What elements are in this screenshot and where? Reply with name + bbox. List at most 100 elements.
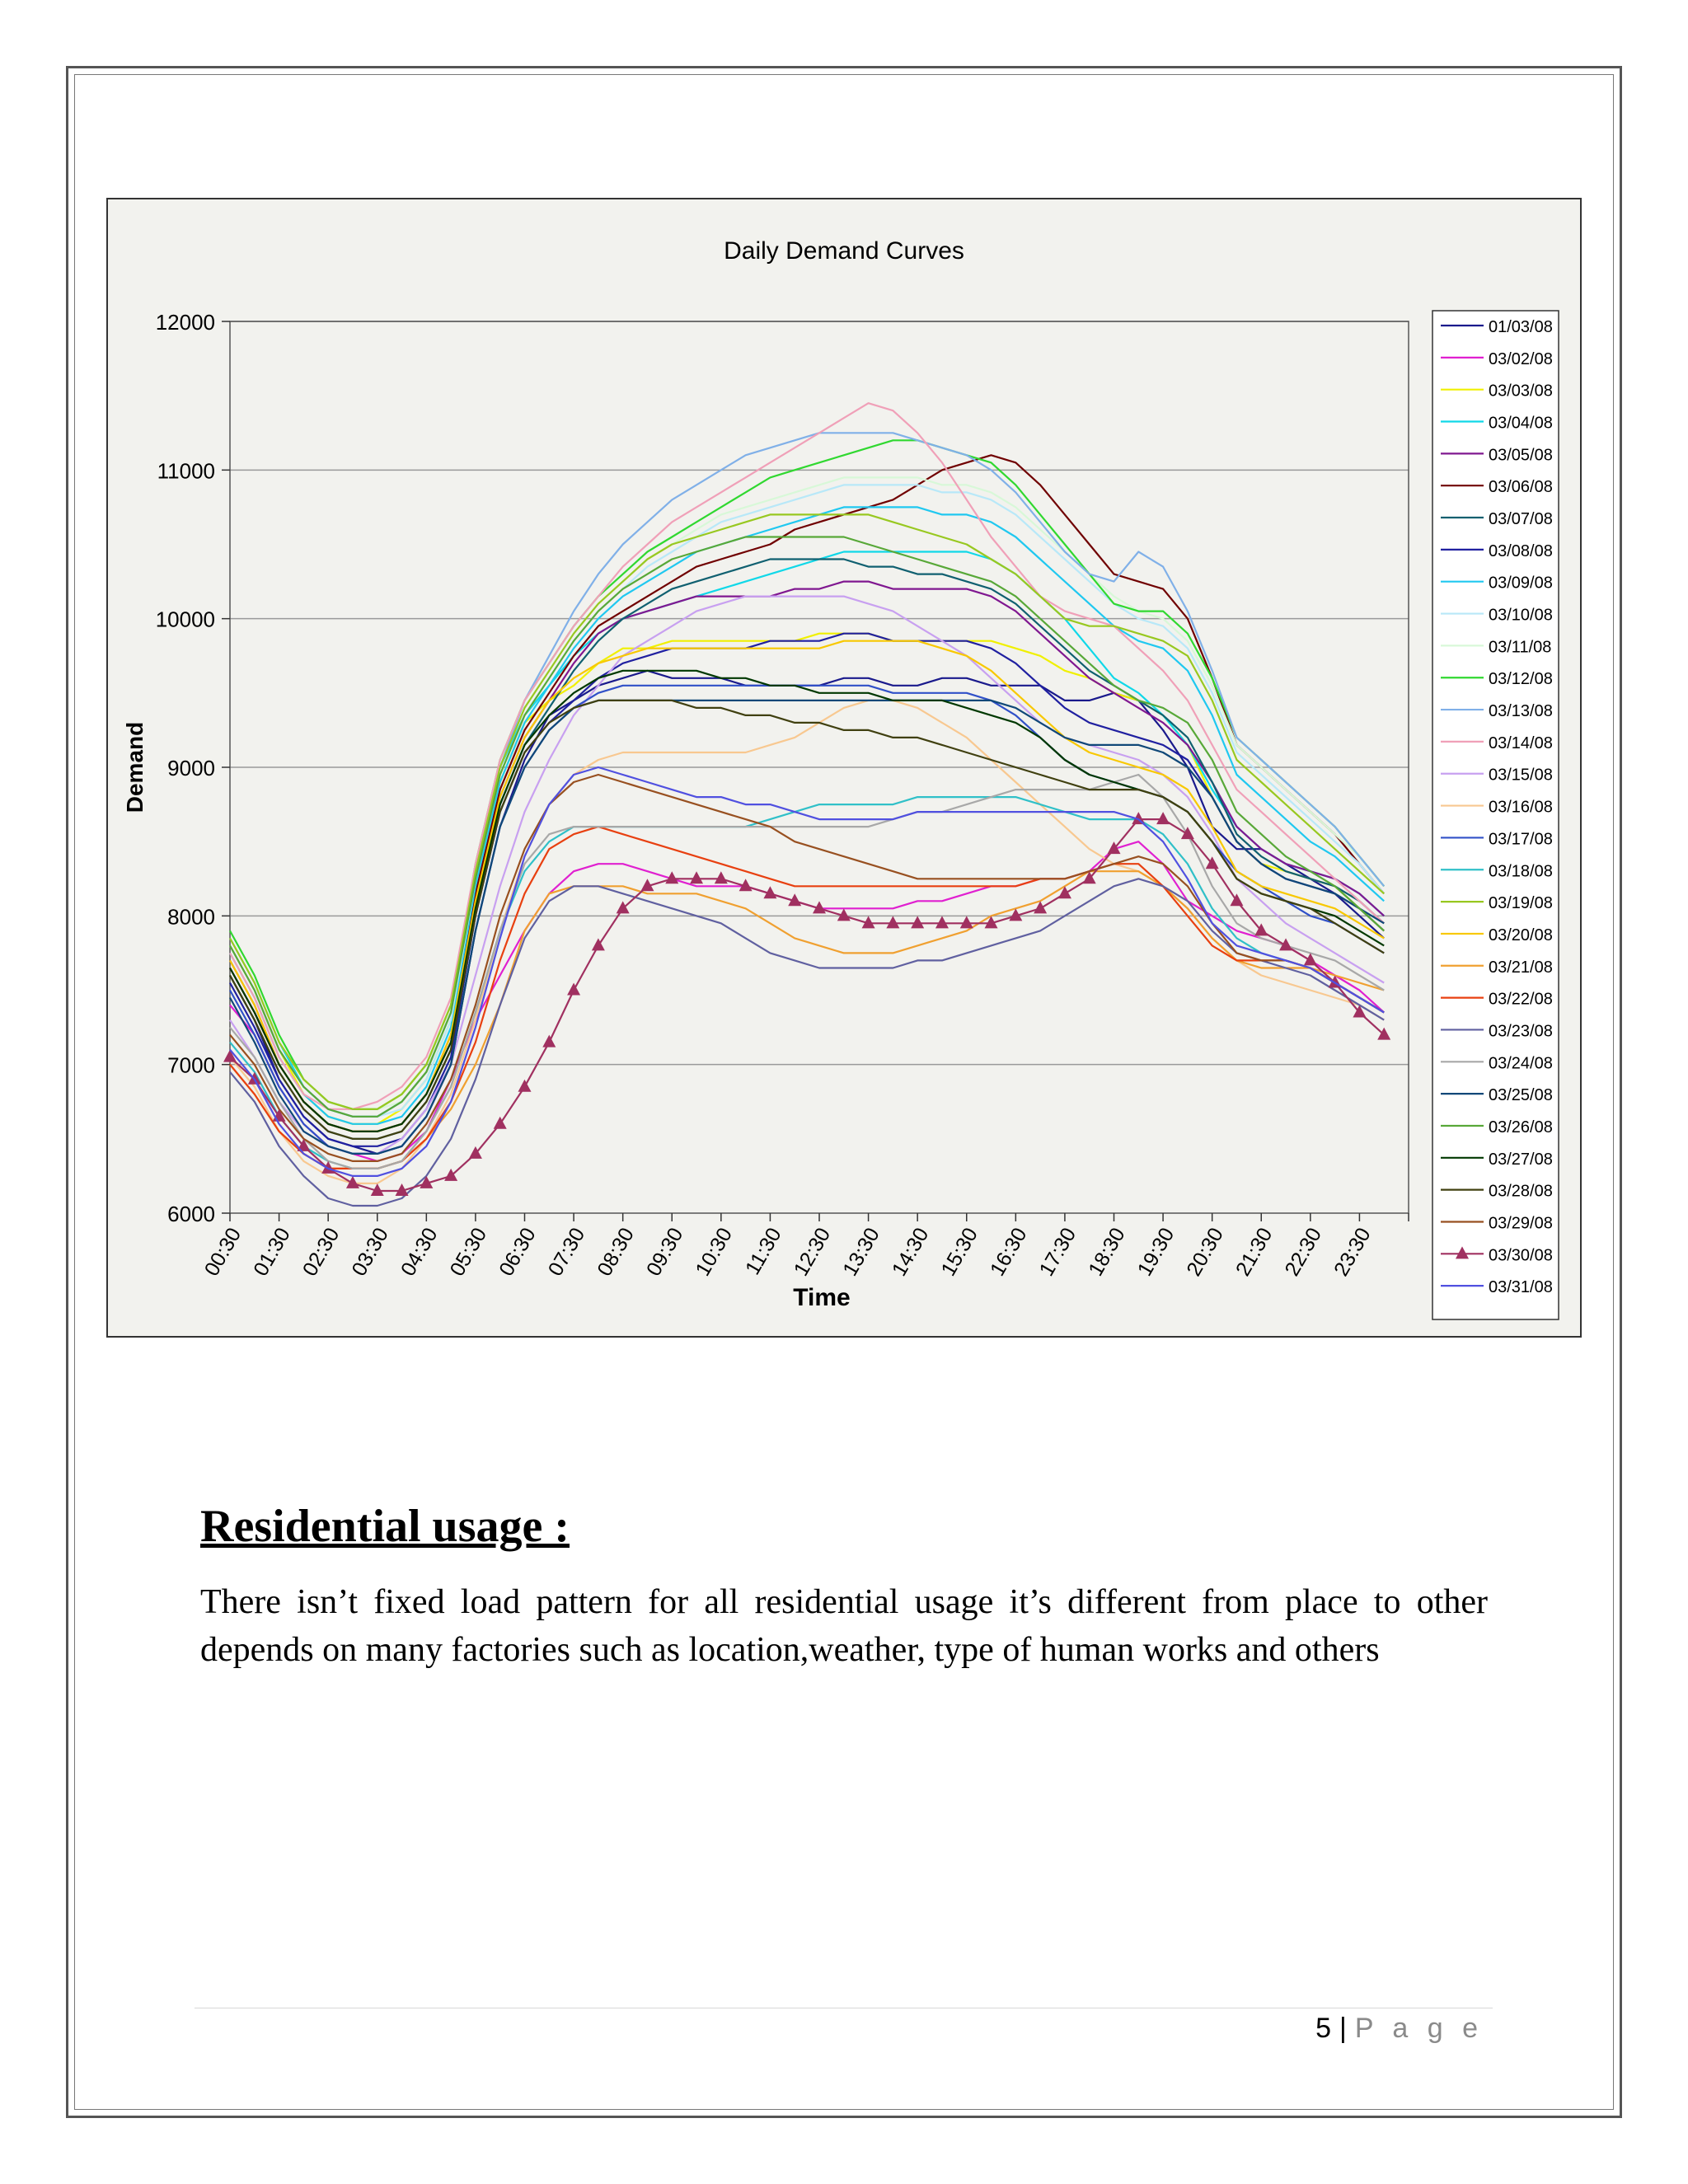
series-point — [690, 871, 704, 884]
series-point — [911, 916, 925, 929]
legend-entry: 03/12/08 — [1489, 670, 1553, 688]
x-tick-label: 02:30 — [298, 1224, 345, 1280]
y-tick-label: 8000 — [167, 904, 215, 929]
series-point — [1009, 908, 1023, 921]
page-number: 5 — [1315, 2013, 1332, 2044]
series-point — [1353, 1005, 1367, 1018]
x-tick-label: 07:30 — [544, 1224, 590, 1280]
series-point — [935, 916, 949, 929]
series-point — [468, 1146, 482, 1159]
legend: 01/03/08 03/02/08 03/03/08 03/04/08 03/05/08… — [1432, 310, 1559, 1320]
legend-entry: 03/31/08 — [1489, 1278, 1553, 1296]
series-line-03-26-08 — [229, 536, 1385, 1118]
series-point — [763, 886, 777, 899]
x-tick-label: 09:30 — [642, 1224, 688, 1280]
legend-entry: 03/02/08 — [1489, 350, 1553, 368]
series-point — [837, 908, 851, 921]
series-point — [1230, 893, 1244, 907]
chart-frame: Daily Demand Curves 6000 7000 8000 9000 1000… — [106, 198, 1582, 1338]
x-tick-label: 14:30 — [888, 1224, 934, 1280]
series-point — [1254, 923, 1268, 936]
legend-entry: 03/19/08 — [1489, 894, 1553, 912]
legend-entry: 03/15/08 — [1489, 766, 1553, 785]
series-line-03-05-08 — [229, 580, 1385, 1132]
legend-entry: 03/17/08 — [1489, 830, 1553, 848]
page-border-inner — [74, 74, 1614, 2110]
series-point — [1180, 827, 1194, 840]
legend-entry: 03/21/08 — [1489, 958, 1553, 977]
page-border-outer — [66, 66, 1622, 2118]
series-point — [640, 879, 654, 892]
series-line-03-31-08 — [229, 766, 1385, 1178]
series-lines — [223, 402, 1391, 1207]
x-axis-label: Time — [793, 1284, 850, 1311]
section-heading: Residential usage : — [200, 1501, 570, 1552]
x-tick-label: 05:30 — [446, 1224, 492, 1280]
x-tick-label: 20:30 — [1182, 1224, 1228, 1280]
legend-entry: 03/03/08 — [1489, 382, 1553, 401]
legend-box — [1432, 310, 1559, 1320]
series-line-03-07-08 — [229, 558, 1385, 1140]
series-line-03-10-08 — [229, 484, 1386, 1118]
series-point — [1107, 841, 1121, 855]
x-tick-label: 17:30 — [1035, 1224, 1081, 1280]
series-point — [959, 916, 973, 929]
series-point — [1279, 938, 1293, 951]
series-point — [542, 1034, 556, 1047]
x-tick-label: 04:30 — [396, 1224, 443, 1280]
series-line-03-25-08 — [229, 699, 1385, 1155]
series-line-03-29-08 — [229, 773, 1385, 1163]
legend-entry: 03/14/08 — [1489, 734, 1553, 752]
legend-entry: 03/10/08 — [1489, 607, 1553, 625]
legend-entry: 03/16/08 — [1489, 799, 1553, 817]
series-point — [984, 916, 998, 929]
series-point — [1205, 856, 1219, 869]
series-point — [788, 893, 802, 907]
series-line-03-15-08 — [229, 595, 1385, 1155]
x-tick-label: 00:30 — [200, 1224, 246, 1280]
x-tick-label: 15:30 — [936, 1224, 982, 1280]
x-tick-label: 21:30 — [1231, 1224, 1278, 1280]
series-point — [1303, 953, 1317, 966]
legend-entry: 03/28/08 — [1489, 1183, 1553, 1201]
x-tick-label: 06:30 — [495, 1224, 541, 1280]
section-paragraph: There isn’t fixed load pattern for all r… — [200, 1583, 1488, 1669]
x-tick-label: 08:30 — [593, 1224, 639, 1280]
series-line-03-14-08 — [229, 402, 1385, 1110]
y-tick-label: 10000 — [156, 607, 215, 632]
x-tick-label: 13:30 — [838, 1224, 884, 1280]
series-line-03-09-08 — [229, 506, 1385, 1125]
x-tick-label: 01:30 — [249, 1224, 295, 1280]
y-tick-label: 6000 — [167, 1202, 215, 1226]
series-point — [297, 1138, 311, 1151]
legend-entry: 03/27/08 — [1489, 1151, 1553, 1169]
series-point — [861, 916, 875, 929]
series-point — [1057, 886, 1071, 899]
series-point — [420, 1175, 434, 1188]
series-point — [714, 871, 728, 884]
y-axis-ticks: 6000 7000 8000 9000 10000 11000 12000 — [156, 310, 230, 1226]
series-line-03-30-08 — [229, 818, 1385, 1193]
legend-entry: 03/04/08 — [1489, 415, 1553, 433]
y-tick-label: 11000 — [157, 458, 215, 483]
y-tick-label: 9000 — [167, 756, 215, 780]
series-point — [738, 879, 753, 892]
y-tick-label: 7000 — [167, 1053, 215, 1078]
series-line-03-28-08 — [229, 699, 1385, 1140]
series-line-03-02-08 — [229, 841, 1385, 1163]
legend-entry: 03/11/08 — [1489, 638, 1551, 656]
legend-entry: 03/26/08 — [1489, 1118, 1553, 1137]
page-word: P a g e — [1354, 2013, 1484, 2044]
series-point — [567, 982, 581, 996]
legend-entry: 03/09/08 — [1489, 574, 1553, 593]
x-tick-label: 23:30 — [1329, 1224, 1376, 1280]
chart-title: Daily Demand Curves — [724, 237, 964, 265]
series-line-03-24-08 — [229, 773, 1385, 1170]
footer-separator: | — [1339, 2013, 1347, 2044]
legend-entry: 03/07/08 — [1489, 510, 1553, 528]
x-tick-label: 19:30 — [1133, 1224, 1179, 1280]
x-tick-label: 22:30 — [1280, 1224, 1326, 1280]
x-tick-label: 11:30 — [741, 1224, 786, 1279]
x-tick-label: 12:30 — [790, 1224, 836, 1280]
series-line-03-23-08 — [229, 878, 1385, 1207]
